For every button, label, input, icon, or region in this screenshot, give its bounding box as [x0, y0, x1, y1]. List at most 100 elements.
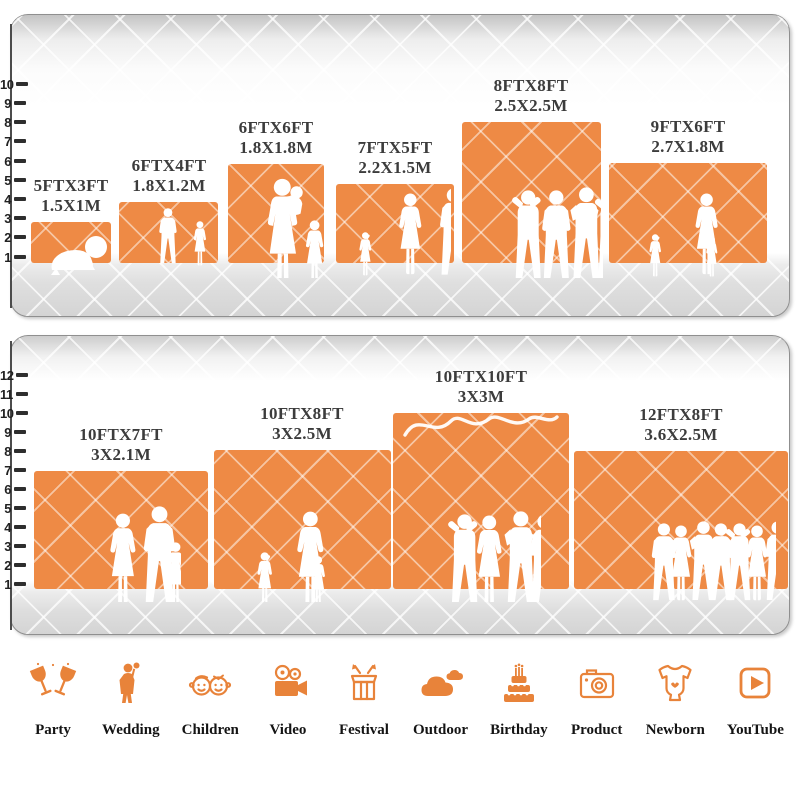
children-faces-icon — [186, 658, 234, 713]
crawling-baby-silhouette — [46, 232, 112, 278]
category-outdoor: Outdoor — [413, 658, 468, 739]
ruler-number: 1 — [4, 249, 11, 265]
ruler-tick — [14, 120, 26, 124]
ruler-tick — [16, 82, 29, 86]
two-children-silhouette — [129, 198, 215, 278]
category-label: Festival — [338, 722, 389, 738]
ruler-number: 2 — [4, 229, 11, 245]
ruler-number: 7 — [4, 462, 11, 478]
category-label: Children — [181, 722, 239, 738]
category-label: Wedding — [102, 722, 160, 738]
ruler-tick — [14, 101, 26, 105]
ruler-tick — [14, 506, 26, 510]
category-festival: Festival — [337, 658, 391, 739]
ruler-tick — [14, 430, 26, 434]
ruler-number: 4 — [4, 519, 11, 535]
ruler-tick — [14, 582, 26, 586]
ruler-number: 7 — [4, 133, 11, 149]
posing-group-silhouette — [396, 498, 541, 602]
family-silhouette — [339, 182, 451, 278]
category-newborn: Newborn — [646, 658, 705, 739]
backdrop-label: 9FTX6FT 2.7X1.8M — [650, 117, 726, 156]
ruler-tick — [14, 235, 26, 239]
ruler-tick — [14, 468, 26, 472]
backdrop-label: 8FTX8FT 2.5X2.5M — [493, 76, 569, 115]
backdrop-10ftx8ft — [214, 450, 391, 589]
ruler-number: 1 — [4, 576, 11, 592]
ruler-number: 2 — [4, 557, 11, 573]
category-label: Video — [269, 722, 307, 738]
backdrop-label: 10FTX10FT 3X3M — [434, 367, 528, 406]
script-decoration — [403, 415, 559, 437]
backdrop-9ftx6ft — [609, 163, 767, 263]
panel-small-medium: 5FTX3FT 1.5X1M 6FTX4FT 1.8X1.2M 6FTX6FT 1.8… — [10, 14, 790, 317]
video-camera-icon — [264, 658, 312, 713]
wedding-couple-icon — [107, 658, 155, 713]
backdrop-label: 12FTX8FT 3.6X2.5M — [639, 405, 723, 444]
backdrop-7ftx5ft — [336, 184, 454, 263]
ruler-number: 9 — [4, 95, 11, 111]
ruler-tick — [14, 255, 26, 259]
ruler-number: 8 — [4, 114, 11, 130]
ruler-number: 12 — [0, 367, 14, 383]
ruler-number: 5 — [4, 172, 11, 188]
backdrop-label: 10FTX7FT 3X2.1M — [79, 425, 163, 464]
category-label: Outdoor — [413, 722, 469, 738]
ruler-number: 10 — [0, 76, 14, 92]
category-children: Children — [182, 658, 239, 739]
ruler-tick — [14, 159, 26, 163]
party-glasses-icon — [29, 658, 77, 713]
category-birthday: Birthday — [490, 658, 548, 739]
backdrop-label: 7FTX5FT 2.2X1.5M — [357, 138, 433, 177]
ruler-number: 3 — [4, 538, 11, 554]
ruler-number: 3 — [4, 210, 11, 226]
birthday-cake-icon — [495, 658, 543, 713]
category-label: Product — [570, 722, 623, 738]
backdrop-label: 5FTX3FT 1.5X1M — [33, 176, 109, 215]
ruler-tick — [14, 487, 26, 491]
posing-group-silhouette — [461, 176, 603, 278]
ruler-tick — [14, 178, 26, 182]
backdrop-label: 10FTX8FT 3X2.5M — [260, 404, 344, 443]
category-label: Birthday — [490, 722, 548, 738]
family-holding-hands-silhouette — [623, 182, 763, 278]
family-holding-hands-silhouette — [233, 496, 355, 602]
ruler-number: 5 — [4, 500, 11, 516]
gift-box-icon — [340, 658, 388, 713]
ruler-axis-bottom — [10, 341, 12, 630]
ruler-tick — [14, 525, 26, 529]
category-wedding: Wedding — [102, 658, 160, 739]
category-party: Party — [26, 658, 80, 739]
ruler-tick — [14, 197, 26, 201]
ruler-tick — [16, 373, 29, 377]
category-label: YouTube — [726, 722, 784, 738]
ruler-number: 6 — [4, 481, 11, 497]
category-video: Video — [261, 658, 315, 739]
category-product: Product — [570, 658, 624, 739]
category-row: Party Wedding — [0, 658, 800, 739]
ruler-number: 6 — [4, 153, 11, 169]
crowd-silhouette — [586, 504, 776, 602]
cloud-icon — [417, 658, 465, 713]
ruler-tick — [14, 216, 26, 220]
ruler-tick — [15, 392, 28, 396]
ruler-number: 11 — [0, 386, 13, 402]
play-button-icon — [731, 658, 779, 713]
ruler-tick — [16, 411, 29, 415]
ruler-number: 4 — [4, 191, 11, 207]
category-label: Party — [35, 722, 71, 738]
ruler-axis-top — [10, 24, 12, 308]
family-silhouette — [66, 498, 181, 602]
category-youtube: YouTube — [727, 658, 784, 739]
ruler-tick — [14, 139, 26, 143]
mother-and-girl-silhouette — [233, 168, 325, 278]
ruler-number: 9 — [4, 424, 11, 440]
ruler-tick — [14, 544, 26, 548]
photo-camera-icon — [573, 658, 621, 713]
category-label: Newborn — [645, 722, 705, 738]
ruler-number: 10 — [0, 405, 14, 421]
ruler-number: 8 — [4, 443, 11, 459]
ruler-tick — [14, 563, 26, 567]
backdrop-label: 6FTX4FT 1.8X1.2M — [131, 156, 207, 195]
